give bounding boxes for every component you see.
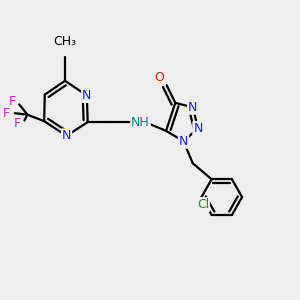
Text: N: N xyxy=(188,101,197,114)
Text: N: N xyxy=(82,89,92,102)
Text: CH₃: CH₃ xyxy=(53,35,76,48)
Text: NH: NH xyxy=(131,116,150,128)
Text: N: N xyxy=(179,135,188,148)
Text: O: O xyxy=(154,71,164,84)
Text: N: N xyxy=(62,129,71,142)
Text: Cl: Cl xyxy=(197,198,209,211)
Text: F: F xyxy=(3,107,10,120)
Text: F: F xyxy=(14,117,21,130)
Text: N: N xyxy=(193,122,203,135)
Text: F: F xyxy=(8,95,16,108)
